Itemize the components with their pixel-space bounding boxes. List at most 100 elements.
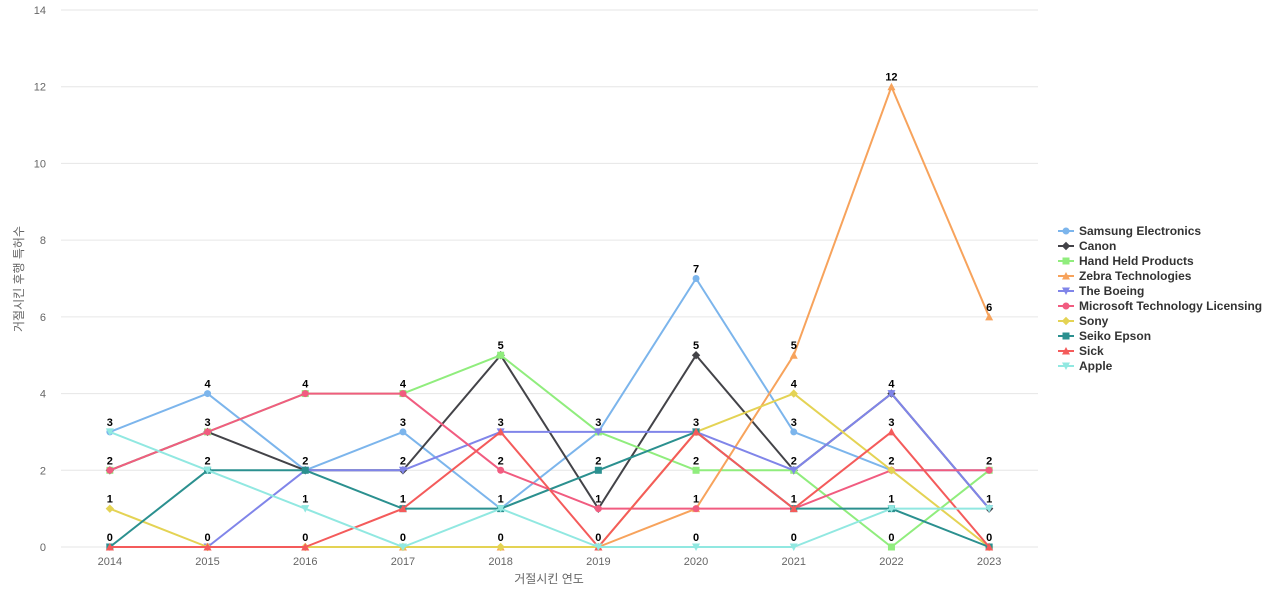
data-label: 2	[400, 455, 406, 467]
data-point	[594, 466, 602, 474]
series-sick	[105, 427, 994, 551]
data-label: 1	[595, 494, 601, 506]
y-tick-label: 14	[34, 5, 46, 17]
legend-symbol	[1062, 347, 1070, 355]
data-point	[594, 428, 603, 436]
x-tick-label: 2018	[488, 556, 512, 568]
legend-symbol	[1062, 227, 1070, 235]
data-point	[497, 466, 505, 474]
y-tick-label: 12	[34, 82, 46, 94]
data-label: 2	[888, 455, 894, 467]
series-line-hand-held-products	[108, 354, 991, 548]
x-tick-label: 2015	[195, 556, 219, 568]
data-point	[203, 466, 212, 475]
data-label: 1	[888, 494, 894, 506]
data-label: 2	[302, 455, 308, 467]
x-tick-label: 2017	[391, 556, 415, 568]
data-label: 4	[400, 379, 407, 391]
legend-symbol	[1062, 362, 1070, 370]
legend-item-sick[interactable]: Sick	[1058, 344, 1104, 358]
data-point	[301, 543, 310, 551]
legend-item-seiko-epson[interactable]: Seiko Epson	[1058, 329, 1151, 343]
data-label: 0	[204, 532, 210, 544]
legend-symbol	[1061, 241, 1071, 251]
data-point	[105, 504, 115, 513]
data-label: 0	[498, 532, 504, 544]
data-point	[301, 466, 309, 474]
data-label: 5	[693, 340, 699, 352]
legend-label: Hand Held Products	[1079, 254, 1194, 268]
data-point	[887, 466, 896, 475]
data-label: 3	[888, 417, 894, 429]
data-label: 0	[888, 532, 894, 544]
data-label: 12	[885, 72, 897, 84]
data-label: 3	[400, 417, 406, 429]
data-point	[204, 428, 212, 436]
data-point	[789, 504, 798, 513]
data-point	[106, 466, 114, 474]
legend-label: Samsung Electronics	[1079, 224, 1201, 238]
data-label: 5	[498, 340, 504, 352]
y-tick-label: 10	[34, 158, 46, 170]
data-point	[497, 351, 505, 359]
data-label: 2	[986, 455, 992, 467]
data-label: 7	[693, 264, 699, 276]
data-label: 1	[791, 494, 797, 506]
data-label: 3	[107, 417, 113, 429]
data-point	[301, 390, 309, 398]
data-label: 0	[400, 532, 406, 544]
data-point	[594, 505, 602, 513]
data-label: 3	[595, 417, 601, 429]
data-point	[496, 427, 505, 436]
data-point	[691, 351, 701, 360]
legend-item-zebra-technologies[interactable]: Zebra Technologies	[1058, 269, 1192, 283]
data-label: 2	[693, 455, 699, 467]
data-point	[789, 389, 798, 398]
data-point	[789, 543, 798, 551]
data-label: 3	[791, 417, 797, 429]
data-label: 2	[595, 455, 601, 467]
data-label: 0	[791, 532, 797, 544]
legend-item-apple[interactable]: Apple	[1058, 359, 1113, 373]
legend-item-hand-held-products[interactable]: Hand Held Products	[1058, 254, 1194, 268]
data-point	[985, 505, 994, 513]
data-point	[398, 504, 407, 513]
data-label: 2	[791, 455, 797, 467]
data-point	[496, 505, 505, 513]
data-point	[887, 390, 896, 398]
series-apple	[105, 428, 994, 551]
legend-label: Sick	[1079, 344, 1104, 358]
data-label: 1	[302, 494, 308, 506]
data-label: 2	[204, 455, 210, 467]
legend-label: Seiko Epson	[1079, 329, 1151, 343]
data-point	[398, 543, 407, 551]
legend-symbol	[1062, 302, 1070, 310]
x-tick-label: 2014	[98, 556, 122, 568]
legend-item-samsung-electronics[interactable]: Samsung Electronics	[1058, 224, 1201, 238]
legend-label: Zebra Technologies	[1079, 269, 1192, 283]
data-point	[203, 543, 212, 551]
legend-item-sony[interactable]: Sony	[1058, 314, 1109, 328]
data-label: 4	[791, 379, 798, 391]
data-point	[887, 505, 896, 513]
y-tick-label: 2	[40, 465, 46, 477]
series-line-microsoft-technology-licensing	[108, 392, 991, 510]
legend-item-the-boeing[interactable]: The Boeing	[1058, 284, 1144, 298]
data-point	[692, 466, 700, 474]
x-tick-label: 2020	[684, 556, 708, 568]
legend-symbol	[1062, 287, 1070, 295]
data-point	[789, 466, 798, 475]
x-tick-label: 2019	[586, 556, 610, 568]
data-label: 0	[302, 532, 308, 544]
data-point	[985, 543, 994, 551]
y-tick-label: 8	[40, 235, 46, 247]
legend-item-microsoft-technology-licensing[interactable]: Microsoft Technology Licensing	[1058, 299, 1262, 313]
data-point	[692, 543, 701, 551]
legend-item-canon[interactable]: Canon	[1058, 239, 1116, 253]
data-label: 2	[107, 455, 113, 467]
y-axis-title: 거절시킨 후행 특허수	[11, 226, 26, 332]
x-tick-label: 2021	[782, 556, 806, 568]
